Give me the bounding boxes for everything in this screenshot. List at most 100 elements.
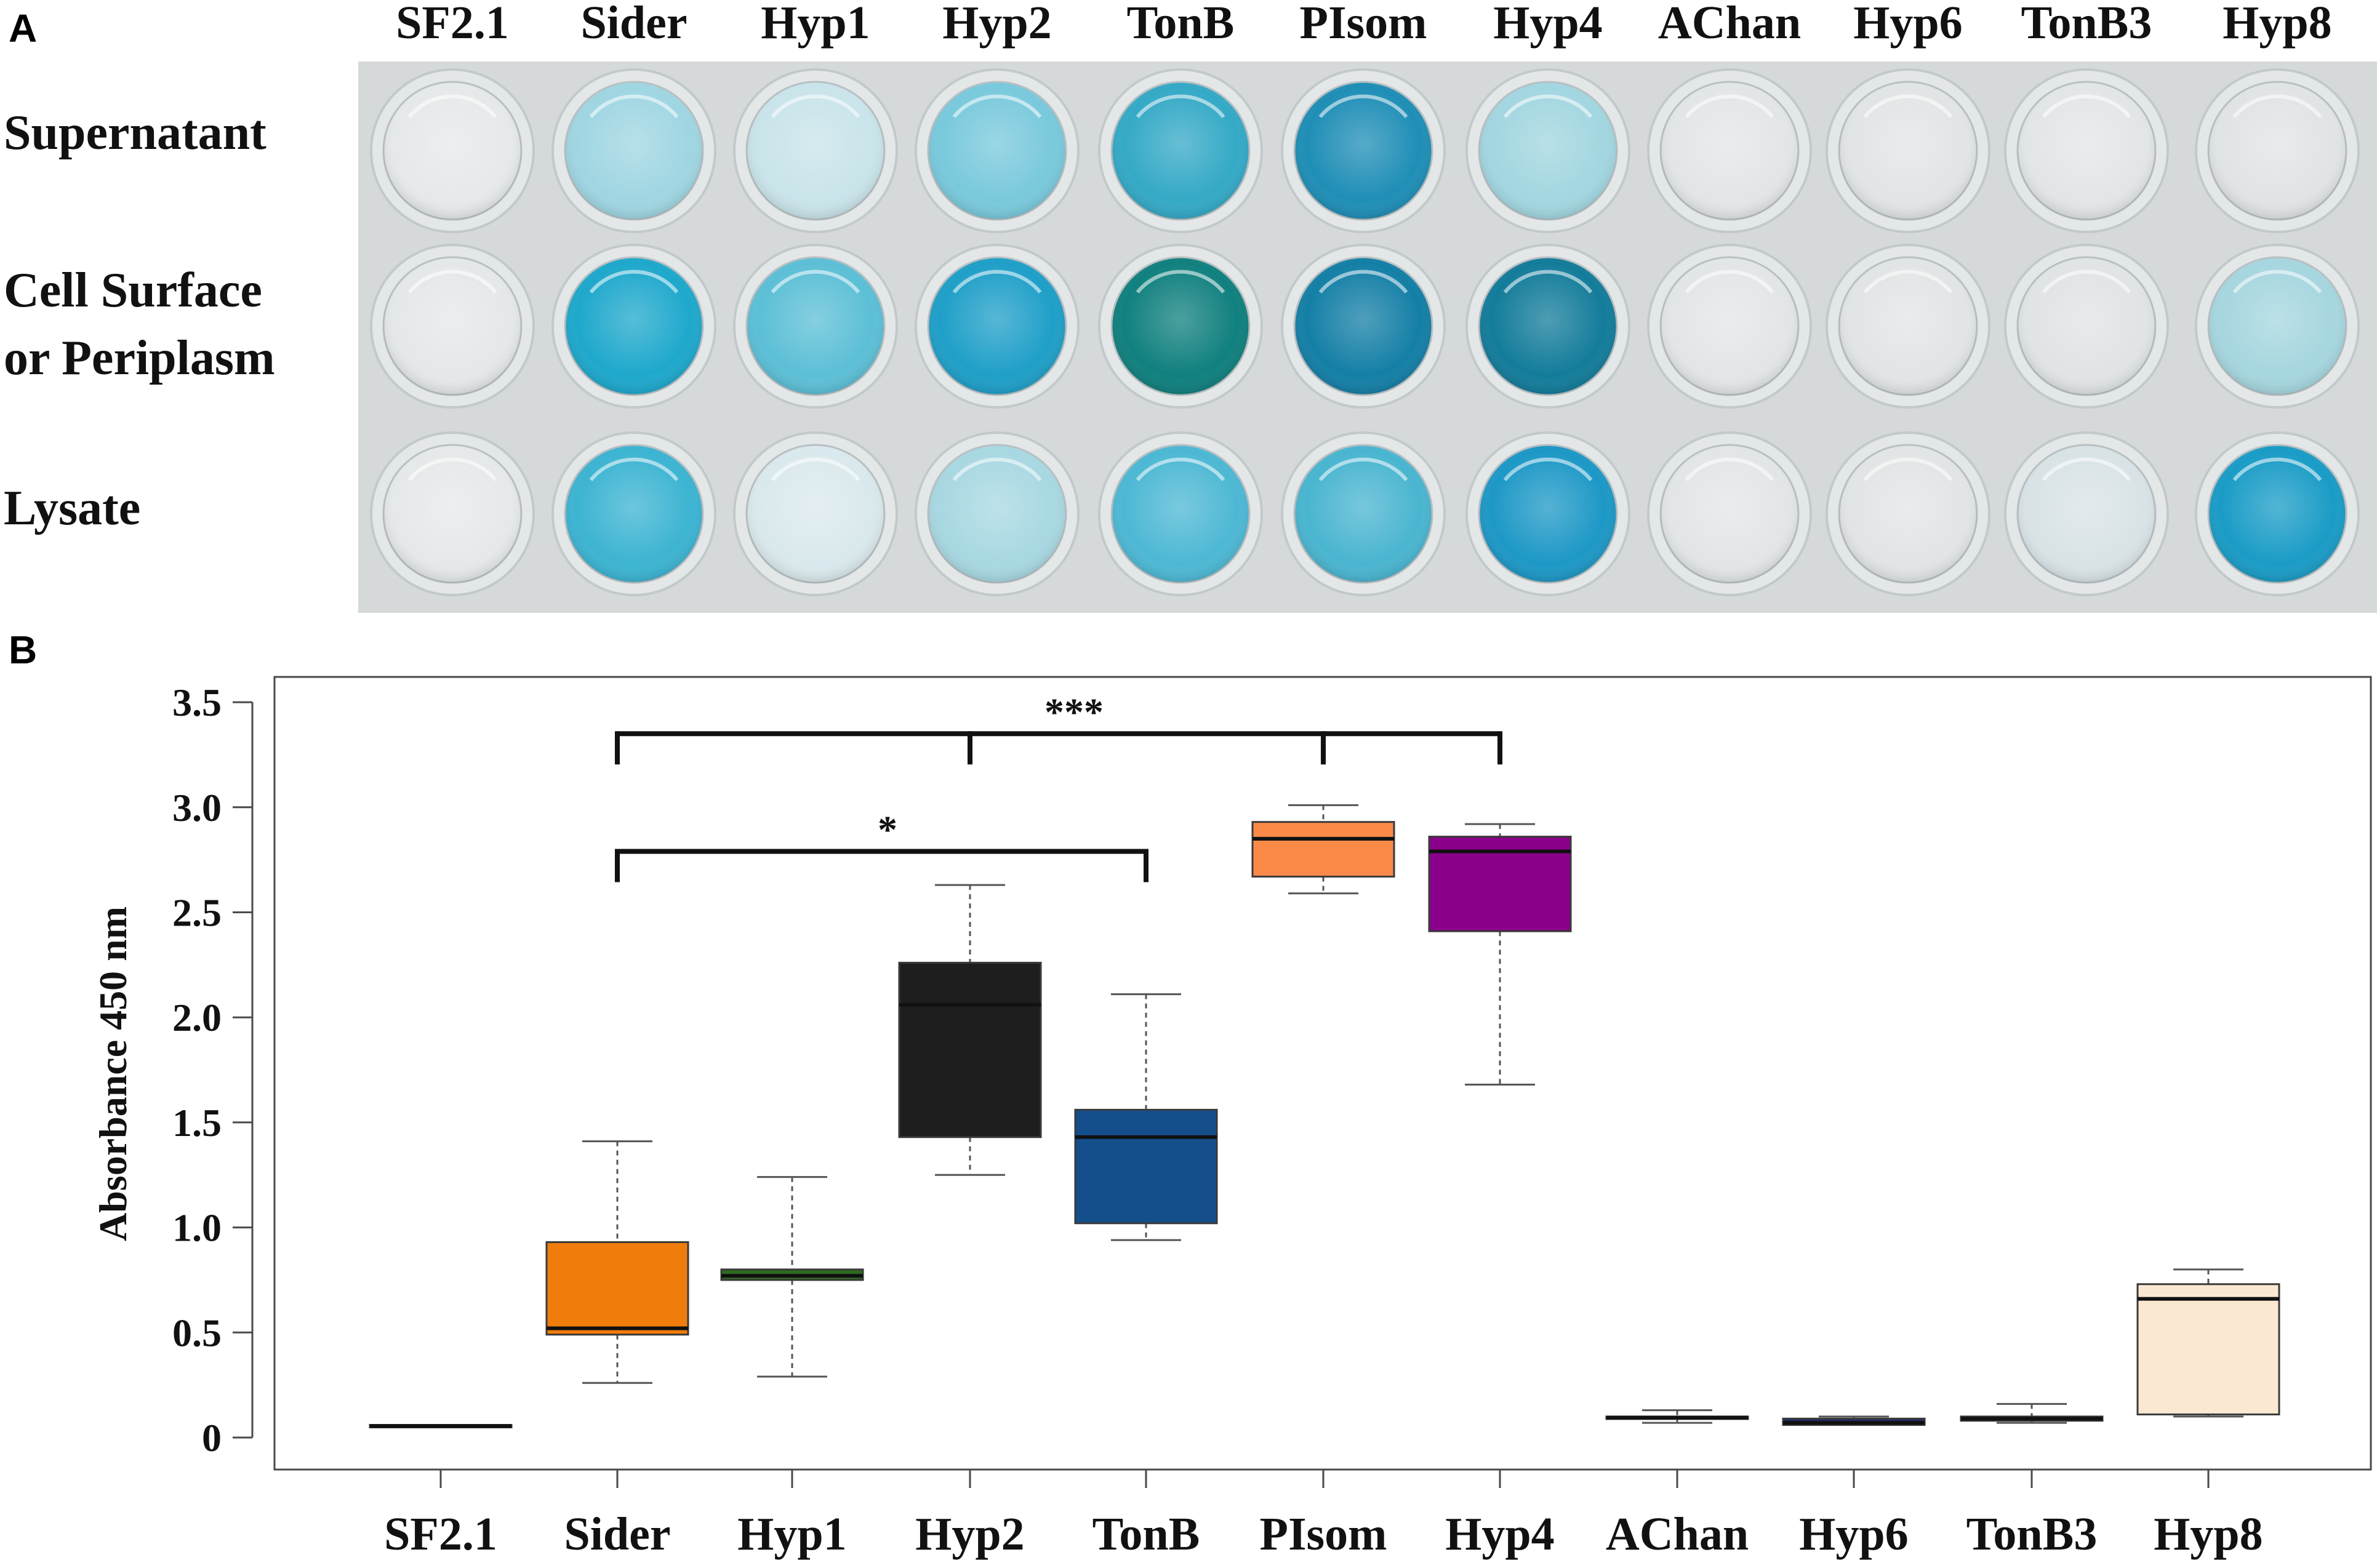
box-body-hyp2: [898, 961, 1042, 1138]
well-r3-hyp1: [733, 431, 898, 596]
well-r1-sf2-1: [370, 68, 535, 233]
well-r1-hyp6: [1826, 68, 1990, 233]
column-label-tonb: TonB: [1127, 0, 1235, 49]
x-tick-label-pisom: PIsom: [1260, 1508, 1387, 1560]
box-hyp4: [1428, 823, 1572, 1086]
column-label-tonb3: TonB3: [2021, 0, 2152, 49]
row-label-3-line-1: Lysate: [4, 481, 140, 535]
box-hyp8: [2136, 1268, 2280, 1418]
well-r3-hyp4: [1465, 431, 1630, 596]
row-label-1-line-1: Supernatant: [4, 106, 267, 160]
box-tonb3: [1960, 1402, 2104, 1424]
x-tick-label-hyp8: Hyp8: [2154, 1508, 2263, 1560]
panel-a: A SF2.1 Sider Hyp1 Hyp2 TonB PIsom Hyp4 AChan Hy…: [4, 0, 2377, 613]
y-axis: 0 0.5 1.0 1.5 2.0 2.5 3.0 3.5: [172, 681, 254, 1460]
well-r3-sider: [551, 431, 716, 596]
significance-brackets: ****: [615, 690, 1502, 882]
well-r1-hyp2: [915, 68, 1080, 233]
well-r2-tonb3: [2004, 244, 2169, 409]
well-r1-hyp8: [2195, 68, 2360, 233]
x-tick-label-sf2-1: SF2.1: [384, 1508, 497, 1560]
x-tick-label-achan: AChan: [1606, 1508, 1749, 1560]
row-label-2-line-1: Cell Surface: [4, 263, 262, 318]
well-r2-hyp6: [1826, 244, 1990, 409]
box-sf2-1: [369, 1424, 513, 1429]
well-r2-hyp8: [2195, 244, 2360, 409]
column-label-sider: Sider: [580, 0, 687, 49]
column-label-hyp4: Hyp4: [1493, 0, 1602, 49]
x-tick-label-tonb: TonB: [1092, 1508, 1200, 1560]
y-tick-label-3: 1.5: [172, 1101, 222, 1145]
box-body-tonb: [1074, 1108, 1218, 1225]
box-sider: [545, 1140, 689, 1384]
well-r2-achan: [1647, 244, 1812, 409]
y-tick-label-5: 2.5: [172, 891, 222, 935]
y-tick-label-6: 3.0: [172, 786, 222, 830]
x-tick-label-hyp4: Hyp4: [1445, 1508, 1554, 1560]
plot-frame: [273, 676, 2372, 1471]
well-r2-pisom: [1281, 244, 1446, 409]
well-r1-achan: [1647, 68, 1812, 233]
well-r2-sider: [551, 244, 716, 409]
well-r3-achan: [1647, 431, 1812, 596]
well-r2-hyp4: [1465, 244, 1630, 409]
x-tick-label-sider: Sider: [564, 1508, 670, 1560]
box-hyp1: [720, 1176, 864, 1378]
box-pisom: [1251, 804, 1395, 895]
y-tick-label-0: 0: [202, 1416, 222, 1460]
box-hyp6: [1782, 1415, 1926, 1426]
significance-label-2: *: [878, 807, 897, 851]
x-axis: SF2.1 Sider Hyp1 Hyp2 TonB PIsom Hyp4 AChan Hyp6…: [384, 1468, 2263, 1560]
plate-row-labels: Supernatant Cell Surface or Periplasm Lysat…: [4, 106, 275, 535]
box-body-hyp8: [2136, 1283, 2280, 1415]
well-r1-hyp4: [1465, 68, 1630, 233]
column-label-pisom: PIsom: [1300, 0, 1427, 49]
well-r3-tonb3: [2004, 431, 2169, 596]
column-label-hyp2: Hyp2: [942, 0, 1051, 49]
y-tick-label-4: 2.0: [172, 996, 222, 1039]
box-tonb: [1074, 993, 1218, 1241]
panel-b-label: B: [9, 628, 37, 672]
x-tick-label-hyp6: Hyp6: [1799, 1508, 1908, 1560]
panel-a-label: A: [9, 6, 37, 50]
well-r2-tonb: [1098, 244, 1263, 409]
box-body-pisom: [1251, 821, 1395, 878]
y-axis-label: Absorbance 450 nm: [91, 906, 135, 1241]
well-r1-sider: [551, 68, 716, 233]
box-body-sider: [545, 1241, 689, 1336]
column-label-hyp6: Hyp6: [1853, 0, 1962, 49]
well-r3-hyp8: [2195, 431, 2360, 596]
column-label-achan: AChan: [1658, 0, 1801, 49]
well-r3-hyp2: [915, 431, 1080, 596]
well-r1-pisom: [1281, 68, 1446, 233]
column-label-hyp1: Hyp1: [761, 0, 870, 49]
well-r2-hyp2: [915, 244, 1080, 409]
column-label-sf2-1: SF2.1: [396, 0, 509, 49]
y-tick-label-1: 0.5: [172, 1311, 222, 1354]
well-r3-hyp6: [1826, 431, 1990, 596]
y-tick-label-7: 3.5: [172, 681, 222, 724]
column-label-hyp8: Hyp8: [2223, 0, 2331, 49]
x-tick-label-hyp2: Hyp2: [915, 1508, 1024, 1560]
well-r3-pisom: [1281, 431, 1446, 596]
box-series: [369, 804, 2280, 1429]
y-tick-label-2: 1.0: [172, 1206, 222, 1250]
panel-b: B 0 0.5 1.0 1.5 2.0 2.5 3.0 3.5 Absorbance 450 …: [9, 628, 2372, 1560]
x-tick-label-hyp1: Hyp1: [737, 1508, 846, 1560]
box-achan: [1605, 1409, 1749, 1424]
plate-wells: [370, 68, 2360, 596]
well-r1-tonb: [1098, 68, 1263, 233]
well-r2-sf2-1: [370, 244, 535, 409]
well-r3-sf2-1: [370, 431, 535, 596]
row-label-2-line-2: or Periplasm: [4, 331, 275, 385]
plate-column-labels: SF2.1 Sider Hyp1 Hyp2 TonB PIsom Hyp4 AChan Hyp6…: [396, 0, 2332, 49]
well-r1-hyp1: [733, 68, 898, 233]
x-tick-label-tonb3: TonB3: [1966, 1508, 2098, 1560]
well-r2-hyp1: [733, 244, 898, 409]
box-hyp2: [898, 884, 1042, 1176]
well-r1-tonb3: [2004, 68, 2169, 233]
significance-bracket-1: ***: [615, 690, 1502, 765]
well-r3-tonb: [1098, 431, 1263, 596]
significance-label-1: ***: [1044, 690, 1104, 734]
